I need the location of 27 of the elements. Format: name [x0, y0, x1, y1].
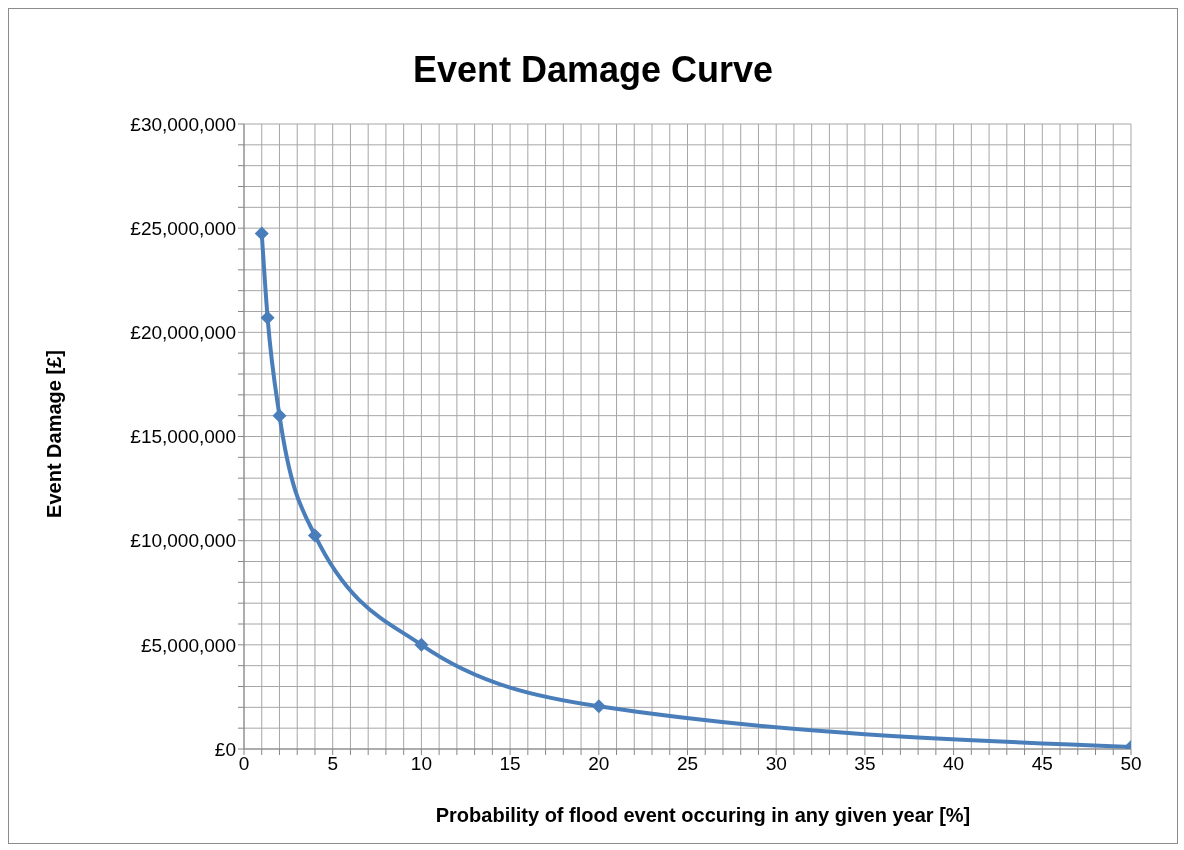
x-tick-label: 15	[499, 753, 521, 775]
x-axis-title: Probability of flood event occuring in any given year [%]	[434, 804, 972, 827]
y-tick-label: £25,000,000	[130, 217, 236, 239]
x-tick-label: 5	[327, 753, 338, 775]
x-tick-label: 0	[238, 753, 250, 775]
y-tick-label: £30,000,000	[130, 113, 236, 135]
y-tick-label: £5,000,000	[140, 634, 236, 656]
y-tick-label: £20,000,000	[130, 322, 236, 344]
x-tick-label: 20	[588, 753, 610, 775]
x-tick-label: 40	[943, 753, 965, 775]
chart-title: Event Damage Curve	[411, 49, 775, 91]
y-tick-label: £15,000,000	[130, 426, 236, 448]
point	[307, 528, 322, 543]
point	[414, 637, 429, 652]
x-tick-label: 30	[765, 753, 787, 775]
x-tick-label: 50	[1120, 753, 1142, 775]
x-tick-label: 25	[676, 753, 699, 775]
x-tick-label: 35	[854, 753, 876, 775]
point	[591, 699, 606, 714]
point	[260, 310, 275, 325]
point	[272, 408, 287, 423]
point	[254, 226, 269, 241]
y-tick-label: £10,000,000	[130, 530, 236, 552]
y-tick-label: £0	[214, 738, 236, 760]
x-tick-label: 10	[410, 753, 432, 775]
x-tick-label: 45	[1031, 753, 1053, 775]
y-axis-title: Event Damage [£]	[42, 350, 66, 518]
